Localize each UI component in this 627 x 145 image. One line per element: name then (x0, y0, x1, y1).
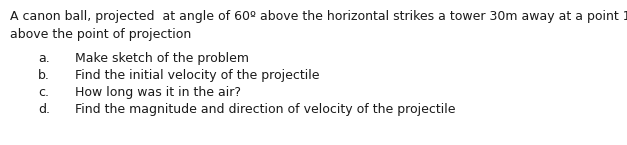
Text: d.: d. (38, 103, 50, 116)
Text: Find the magnitude and direction of velocity of the projectile: Find the magnitude and direction of velo… (75, 103, 455, 116)
Text: A canon ball, projected  at angle of 60º above the horizontal strikes a tower 30: A canon ball, projected at angle of 60º … (10, 10, 627, 23)
Text: How long was it in the air?: How long was it in the air? (75, 86, 241, 99)
Text: Find the initial velocity of the projectile: Find the initial velocity of the project… (75, 69, 320, 82)
Text: c.: c. (38, 86, 49, 99)
Text: Make sketch of the problem: Make sketch of the problem (75, 52, 249, 65)
Text: a.: a. (38, 52, 50, 65)
Text: above the point of projection: above the point of projection (10, 28, 191, 41)
Text: b.: b. (38, 69, 50, 82)
